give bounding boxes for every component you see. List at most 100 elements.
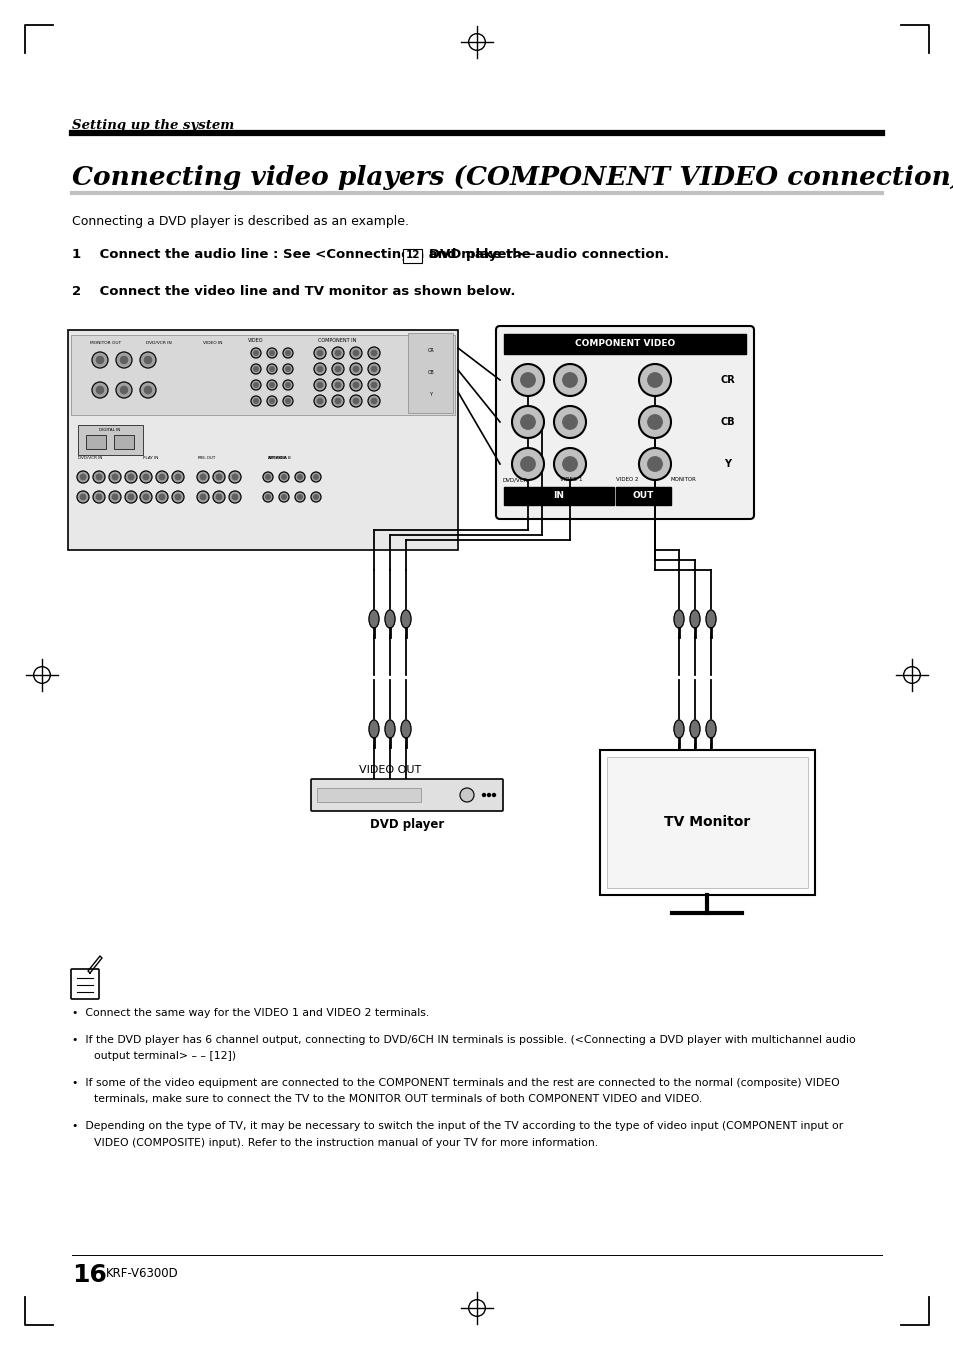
- Text: PRE-OUT: PRE-OUT: [198, 456, 216, 460]
- Bar: [503, 333, 745, 354]
- Text: 16: 16: [71, 1264, 107, 1287]
- Circle shape: [294, 491, 305, 502]
- Circle shape: [109, 471, 121, 483]
- Circle shape: [140, 471, 152, 483]
- Circle shape: [368, 347, 379, 359]
- Ellipse shape: [689, 610, 700, 628]
- Text: COMPONENT VIDEO
MONITOR IN: COMPONENT VIDEO MONITOR IN: [642, 761, 746, 783]
- Circle shape: [314, 379, 326, 391]
- Ellipse shape: [673, 610, 683, 628]
- Circle shape: [125, 471, 137, 483]
- Circle shape: [229, 471, 241, 483]
- Circle shape: [196, 491, 209, 504]
- Circle shape: [283, 396, 293, 406]
- Circle shape: [332, 347, 344, 359]
- Circle shape: [371, 398, 376, 404]
- FancyBboxPatch shape: [86, 435, 106, 450]
- Circle shape: [281, 494, 286, 499]
- Circle shape: [253, 383, 258, 387]
- Circle shape: [159, 494, 165, 499]
- Text: DVD/VCR IN: DVD/VCR IN: [78, 456, 102, 460]
- Circle shape: [92, 471, 105, 483]
- Circle shape: [80, 494, 86, 499]
- Circle shape: [140, 352, 156, 369]
- Circle shape: [286, 351, 290, 355]
- Circle shape: [368, 396, 379, 406]
- Text: DVD player: DVD player: [370, 818, 444, 832]
- Circle shape: [314, 347, 326, 359]
- Circle shape: [554, 364, 585, 396]
- Text: •  If some of the video equipment are connected to the COMPONENT terminals and t: • If some of the video equipment are con…: [71, 1079, 839, 1088]
- Ellipse shape: [400, 720, 411, 738]
- Circle shape: [266, 494, 270, 499]
- Circle shape: [314, 396, 326, 406]
- Text: DIGITAL IN: DIGITAL IN: [99, 428, 120, 432]
- Bar: [616, 487, 670, 505]
- Text: VIDEO IN: VIDEO IN: [203, 342, 222, 346]
- Circle shape: [647, 456, 661, 471]
- Circle shape: [332, 396, 344, 406]
- Text: KRF-V6300D: KRF-V6300D: [106, 1268, 178, 1280]
- Circle shape: [253, 398, 258, 404]
- Text: CR: CR: [427, 347, 434, 352]
- Circle shape: [216, 494, 221, 499]
- Circle shape: [267, 379, 276, 390]
- Circle shape: [335, 398, 340, 404]
- Circle shape: [353, 366, 358, 371]
- FancyBboxPatch shape: [316, 788, 421, 802]
- Circle shape: [353, 398, 358, 404]
- Circle shape: [278, 472, 289, 482]
- Text: MONITOR: MONITOR: [669, 477, 695, 482]
- Circle shape: [647, 414, 661, 429]
- Circle shape: [317, 350, 322, 355]
- FancyBboxPatch shape: [78, 425, 143, 455]
- Text: Y: Y: [429, 392, 432, 397]
- FancyBboxPatch shape: [403, 248, 422, 262]
- Circle shape: [156, 471, 168, 483]
- Circle shape: [267, 396, 276, 406]
- Circle shape: [109, 491, 121, 504]
- Circle shape: [77, 471, 89, 483]
- Circle shape: [335, 366, 340, 371]
- Circle shape: [144, 386, 152, 394]
- Circle shape: [266, 475, 270, 479]
- Text: CB: CB: [427, 370, 434, 374]
- Circle shape: [294, 472, 305, 482]
- Ellipse shape: [400, 610, 411, 628]
- Text: COMPONENT VIDEO: COMPONENT VIDEO: [575, 339, 675, 348]
- Text: DVD/VCR IN: DVD/VCR IN: [146, 342, 172, 346]
- Circle shape: [311, 491, 320, 502]
- Circle shape: [512, 406, 543, 437]
- Text: OUT: OUT: [632, 491, 654, 501]
- Circle shape: [156, 491, 168, 504]
- Ellipse shape: [369, 720, 378, 738]
- Ellipse shape: [385, 720, 395, 738]
- Circle shape: [311, 472, 320, 482]
- Text: Connecting video players (COMPONENT VIDEO connection): Connecting video players (COMPONENT VIDE…: [71, 165, 953, 190]
- FancyBboxPatch shape: [71, 335, 455, 414]
- Circle shape: [371, 382, 376, 387]
- Ellipse shape: [369, 610, 378, 628]
- Text: MONITOR OUT: MONITOR OUT: [90, 342, 121, 346]
- Bar: [503, 487, 614, 505]
- Circle shape: [251, 396, 261, 406]
- Circle shape: [233, 494, 237, 499]
- Text: •  If the DVD player has 6 channel output, connecting to DVD/6CH IN terminals is: • If the DVD player has 6 channel output…: [71, 1035, 855, 1045]
- Circle shape: [562, 414, 577, 429]
- Circle shape: [140, 382, 156, 398]
- Circle shape: [175, 494, 180, 499]
- Circle shape: [562, 373, 577, 387]
- Circle shape: [281, 475, 286, 479]
- FancyBboxPatch shape: [599, 751, 814, 895]
- Ellipse shape: [673, 720, 683, 738]
- Circle shape: [286, 398, 290, 404]
- Circle shape: [253, 351, 258, 355]
- Circle shape: [200, 494, 206, 499]
- Text: Setting up the system: Setting up the system: [71, 119, 234, 132]
- Circle shape: [335, 350, 340, 355]
- Text: CR: CR: [720, 375, 735, 385]
- Circle shape: [125, 491, 137, 504]
- Circle shape: [286, 367, 290, 371]
- Circle shape: [350, 363, 361, 375]
- FancyBboxPatch shape: [496, 325, 753, 518]
